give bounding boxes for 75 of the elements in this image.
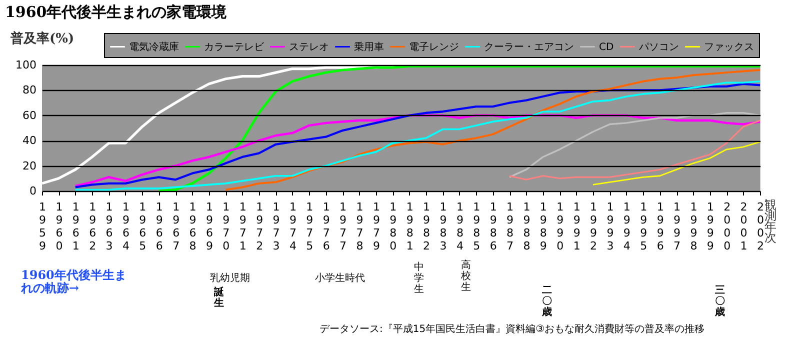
x-tick-label: 1962	[89, 200, 96, 252]
x-tick-label: 1997	[674, 200, 681, 252]
x-tick-label: 1960	[56, 200, 63, 252]
x-tick-label: 1988	[523, 200, 530, 252]
x-tick-label: 1979	[372, 200, 380, 252]
text: 中学生	[414, 261, 424, 295]
x-tick-label: 1980	[390, 200, 397, 252]
x-tick-label: 1983	[440, 200, 447, 252]
y-tick-label: 100	[16, 58, 36, 72]
legend-label: 電子レンジ	[409, 42, 459, 53]
line-series	[74, 114, 762, 188]
x-tick-label: 2002	[757, 200, 764, 252]
x-tick-label: 1974	[289, 200, 296, 252]
text: 誕生	[213, 286, 224, 309]
x-tick-label: 1976	[322, 200, 330, 252]
x-tick-label: 2000	[724, 200, 731, 252]
x-tick-label: 1993	[606, 200, 614, 252]
y-tick-label: 60	[22, 108, 36, 122]
legend-label: カラーテレビ	[204, 42, 265, 53]
x-tick-label: 1986	[490, 200, 497, 252]
x-tick-label: 1978	[356, 200, 364, 252]
x-tick-label: 1996	[656, 200, 664, 252]
y-axis-title: 普及率(%)	[10, 30, 74, 46]
chart-title: 1960年代後半生まれの家電環境	[5, 3, 228, 21]
x-tick-label: 1989	[540, 200, 547, 252]
text: 乳幼児期	[210, 272, 250, 284]
legend-label: ステレオ	[289, 42, 329, 53]
x-tick-label: 1971	[239, 200, 246, 252]
x-tick-label: 1967	[172, 200, 180, 252]
x-tick-label: 1969	[206, 200, 213, 252]
line-series	[158, 65, 762, 192]
legend-label: クーラー・エアコン	[484, 42, 574, 53]
x-tick-label: 1984	[456, 200, 464, 252]
text: データソース:『平成15年国民生活白書』資料編③おもな耐久消費財等の普及率の推移	[319, 323, 705, 335]
y-tick-label: 40	[22, 134, 36, 148]
line-series	[224, 69, 761, 191]
line-series	[592, 141, 761, 186]
x-tick-label: 1965	[139, 200, 146, 252]
legend-label: ファックス	[704, 42, 754, 53]
text: 高校生	[460, 259, 471, 293]
text: 二〇歳	[541, 285, 552, 318]
x-tick-label: 1982	[423, 200, 430, 252]
x-tick-label: 1995	[640, 200, 648, 252]
legend-label: 乗用車	[354, 40, 384, 53]
x-tick-label: 1985	[473, 200, 480, 252]
x-tick-label: 1999	[706, 200, 714, 252]
x-tick-label: 1981	[406, 200, 414, 252]
x-tick-label: 2001	[740, 200, 748, 252]
x-tick-label: 1991	[573, 200, 580, 252]
x-tick-label: 1990	[556, 200, 564, 252]
x-tick-label: 1970	[222, 200, 230, 252]
x-tick-label: 1992	[590, 200, 598, 252]
x-tick-label: 1963	[106, 200, 113, 252]
legend-label: CD	[599, 42, 614, 53]
legend-label: パソコン	[638, 42, 679, 53]
x-tick-label: 1964	[122, 200, 130, 252]
text: 三〇歳	[714, 285, 725, 318]
x-tick-label: 1966	[156, 200, 163, 252]
y-tick-label: 0	[30, 184, 36, 198]
x-tick-label: 1998	[690, 200, 698, 252]
y-tick-label: 20	[22, 159, 36, 172]
x-tick-label: 1972	[256, 200, 264, 252]
x-tick-label: 1973	[272, 200, 280, 252]
legend-label: 電気冷蔵庫	[129, 40, 179, 53]
x-tick-label: 1977	[340, 200, 347, 252]
x-tick-label: 1959	[39, 200, 46, 252]
x-tick-label: 1975	[306, 200, 314, 252]
x-tick-label: 1968	[189, 200, 196, 252]
x-axis-title: 観測年次	[764, 198, 776, 244]
text: 1960年代後半生まれの軌跡→	[20, 268, 126, 295]
x-tick-label: 1994	[623, 200, 630, 252]
text: 小学生時代	[315, 272, 365, 284]
y-tick-label: 80	[22, 84, 36, 97]
x-tick-label: 1961	[72, 200, 80, 252]
x-tick-label: 1987	[506, 200, 514, 252]
